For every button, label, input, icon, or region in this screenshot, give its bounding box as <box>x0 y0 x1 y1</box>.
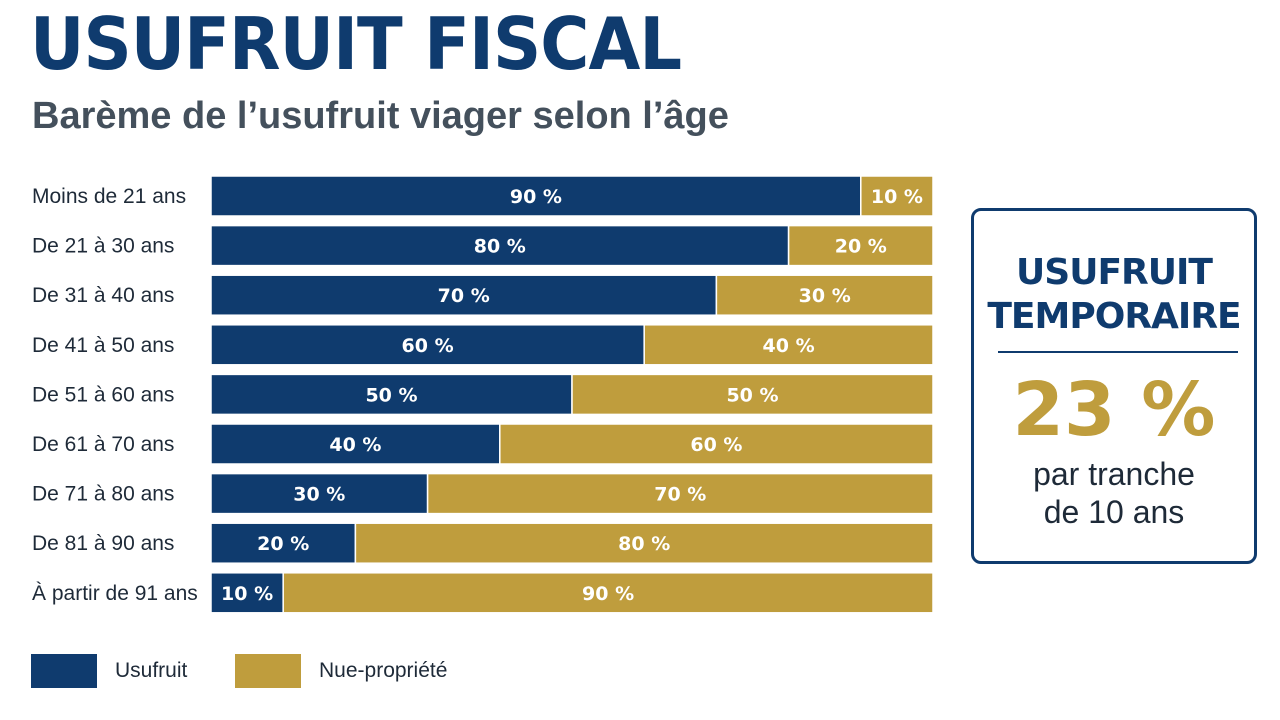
page-subtitle: Barème de l’usufruit viager selon l’âge <box>32 95 729 137</box>
legend-item-usufruit: Usufruit <box>31 654 187 688</box>
bar-value-label-usufruit: 30 % <box>293 484 345 506</box>
bar-value-label-usufruit: 80 % <box>474 236 526 258</box>
bar-nue-propriete <box>787 224 934 267</box>
category-label: De 41 à 50 ans <box>32 334 174 357</box>
bar-value-label-usufruit: 70 % <box>438 285 490 307</box>
info-box-heading-line2: TEMPORAIRE <box>987 296 1241 337</box>
category-label: De 21 à 30 ans <box>32 235 174 258</box>
bar-value-label-nue-propriete: 30 % <box>799 285 851 307</box>
page-title: USUFRUIT FISCAL <box>30 2 682 86</box>
bar-nue-propriete <box>715 274 934 316</box>
category-label: Moins de 21 ans <box>32 185 186 208</box>
bar-value-label-nue-propriete: 40 % <box>763 335 815 357</box>
bar-value-label-nue-propriete: 10 % <box>871 186 923 208</box>
bar-nue-propriete <box>426 472 934 515</box>
bar-usufruit <box>210 373 573 416</box>
bar-value-label-nue-propriete: 50 % <box>726 384 778 406</box>
info-box-caption-line2: de 10 ans <box>1043 494 1185 530</box>
bar-nue-propriete <box>643 324 934 366</box>
bar-value-label-nue-propriete: 90 % <box>582 583 634 605</box>
bar-value-label-usufruit: 10 % <box>221 583 273 605</box>
info-box-usufruit-temporaire: USUFRUIT TEMPORAIRE 23 % par tranche de … <box>971 208 1257 564</box>
legend-swatch-nue-propriete <box>235 654 301 688</box>
bar-value-label-usufruit: 90 % <box>510 186 562 208</box>
bar-value-label-usufruit: 20 % <box>257 533 309 555</box>
category-label: De 71 à 80 ans <box>32 483 174 506</box>
bar-usufruit <box>210 472 429 515</box>
category-label: À partir de 91 ans <box>32 582 198 605</box>
info-box-caption-line1: par tranche <box>1033 456 1195 492</box>
category-label: De 51 à 60 ans <box>32 383 174 406</box>
legend-label-nue-propriete: Nue-propriété <box>319 659 448 682</box>
info-box-caption: par tranche de 10 ans <box>974 455 1254 531</box>
info-box-value: 23 % <box>1012 367 1216 453</box>
info-box-heading-line1: USUFRUIT <box>1016 252 1213 293</box>
legend-swatch-usufruit <box>31 654 97 688</box>
stacked-bar-chart: Moins de 21 ans 90 % 10 % De 21 à 30 ans 80 … <box>32 175 934 614</box>
category-label: De 31 à 40 ans <box>32 284 174 307</box>
bar-nue-propriete <box>499 423 934 465</box>
info-box-divider <box>998 351 1238 353</box>
info-box-heading: USUFRUIT TEMPORAIRE <box>974 251 1254 339</box>
legend-label-usufruit: Usufruit <box>115 659 188 682</box>
legend-item-nue-propriete: Nue-propriété <box>235 654 447 688</box>
bar-usufruit <box>210 423 501 465</box>
bar-nue-propriete <box>860 175 934 217</box>
bar-value-label-usufruit: 40 % <box>329 434 381 456</box>
bar-nue-propriete <box>571 373 934 416</box>
bar-nue-propriete <box>282 572 934 614</box>
bar-value-label-nue-propriete: 70 % <box>654 484 706 506</box>
bar-usufruit <box>210 572 284 614</box>
bar-usufruit <box>210 274 718 316</box>
bar-nue-propriete <box>354 522 934 564</box>
bar-usufruit <box>210 324 645 366</box>
bar-value-label-usufruit: 50 % <box>365 384 417 406</box>
bar-value-label-nue-propriete: 20 % <box>835 236 887 258</box>
bar-value-label-nue-propriete: 60 % <box>690 434 742 456</box>
category-label: De 81 à 90 ans <box>32 532 174 555</box>
bar-value-label-usufruit: 60 % <box>402 335 454 357</box>
bar-usufruit <box>210 175 862 217</box>
category-label: De 61 à 70 ans <box>32 433 174 456</box>
bar-value-label-nue-propriete: 80 % <box>618 533 670 555</box>
